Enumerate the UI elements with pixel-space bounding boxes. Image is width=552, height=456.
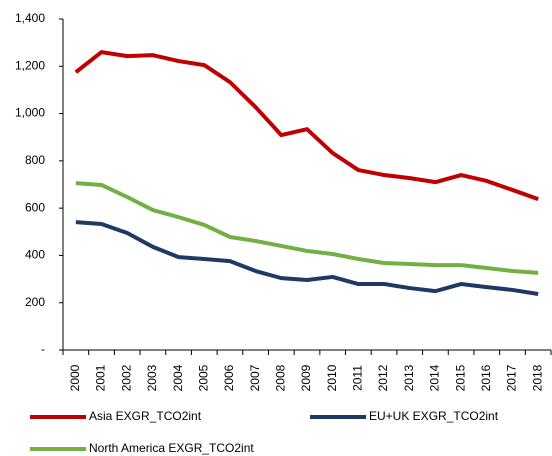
y-tick-label: 600 [25,200,45,214]
y-tick-label: - [41,342,45,356]
x-tick-label: 2014 [428,364,442,391]
x-tick-label: 2011 [351,365,365,391]
x-tick-label: 2000 [68,364,82,391]
x-tick-label: 2007 [248,364,262,391]
legend-label: North America EXGR_TCO2int [89,441,254,455]
y-tick-label: 400 [25,248,45,262]
x-tick-label: 2012 [376,364,390,391]
x-tick-label: 2018 [530,364,544,391]
y-tick-label: 1,200 [15,58,45,72]
legend-label: EU+UK EXGR_TCO2int [369,409,499,423]
x-tick-label: 2015 [453,364,467,391]
x-tick-label: 2006 [222,364,236,391]
x-tick-label: 2002 [119,364,133,391]
x-tick-label: 2004 [171,364,185,391]
x-tick-label: 2013 [402,364,416,391]
x-tick-label: 2017 [505,364,519,391]
legend-label: Asia EXGR_TCO2int [89,409,202,423]
x-tick-label: 2016 [479,364,493,391]
line-series [75,220,539,296]
y-tick-label: 1,400 [15,11,45,25]
x-tick-label: 2008 [273,364,287,391]
line-series [75,181,539,275]
x-tick-label: 2001 [94,364,108,391]
line-series [74,50,539,202]
y-tick-label: 200 [25,295,45,309]
x-tick-label: 2003 [145,364,159,391]
y-tick-label: 800 [25,153,45,167]
x-tick-label: 2010 [325,364,339,391]
x-tick-label: 2005 [196,364,210,391]
x-tick-label: 2009 [299,364,313,391]
y-tick-label: 1,000 [15,106,45,120]
